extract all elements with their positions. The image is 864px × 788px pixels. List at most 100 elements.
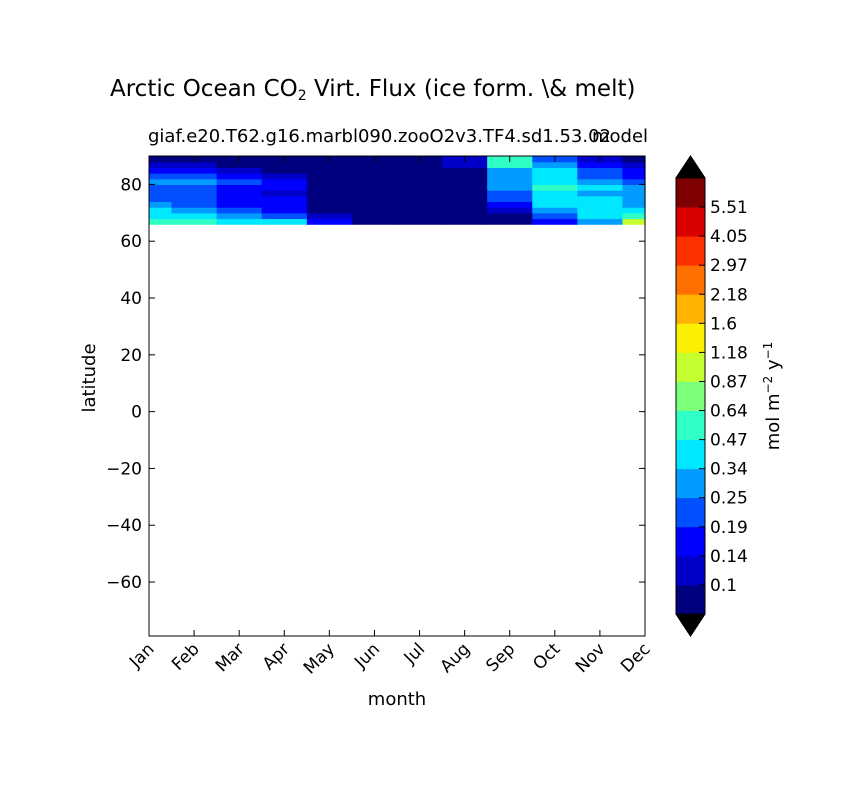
heatmap-cell [149, 167, 173, 174]
colorbar-segment [676, 555, 705, 586]
heatmap-cell [261, 161, 308, 168]
heatmap-cell [351, 161, 398, 168]
heatmap-cell [261, 167, 308, 174]
y-tick-label: 80 [120, 175, 142, 195]
heatmap-cell [442, 190, 488, 197]
heatmap-cell [351, 173, 398, 180]
heatmap-cell [306, 218, 353, 225]
x-tick-label: Mar [212, 639, 249, 676]
heatmap-cell [171, 173, 218, 180]
heatmap-cell [171, 207, 218, 214]
colorbar-extend-max [675, 155, 706, 179]
heatmap-cell [261, 184, 308, 191]
chart-subtitle-case: giaf.e20.T62.g16.marbl090.zooO2v3.TF4.sd… [148, 126, 611, 147]
heatmap-cell [149, 195, 173, 203]
y-tick-label: 0 [131, 403, 142, 423]
heatmap-cell [577, 207, 624, 214]
heatmap-cell [149, 178, 173, 186]
heatmap-cell [577, 195, 624, 203]
heatmap-cell [171, 184, 218, 191]
heatmap-cell [149, 218, 173, 225]
colorbar-tick-label: 0.1 [710, 576, 737, 596]
axes: −60 −40 −20 0 20 40 60 80 Jan Feb Mar Apr May Jun Jul A… [79, 155, 655, 710]
heatmap-cell [306, 173, 353, 180]
heatmap-cell [397, 161, 443, 168]
heatmap-cell [577, 161, 624, 168]
colorbar-tick-label: 2.97 [710, 256, 748, 276]
colorbar-segment [676, 294, 705, 324]
heatmap-cell [487, 195, 533, 203]
heatmap-cell [306, 184, 353, 191]
heatmap-cell [306, 212, 353, 220]
heatmap-cell [149, 156, 173, 163]
colorbar-segment [676, 236, 705, 266]
heatmap-cell [577, 201, 624, 208]
heatmap-cell [577, 218, 624, 225]
colorbar-segment [676, 178, 705, 208]
y-tick-label: 20 [120, 346, 142, 366]
colorbar-segment [676, 410, 705, 440]
heatmap-cell [149, 173, 173, 180]
heatmap-cell [622, 218, 646, 225]
heatmap-cell [261, 173, 308, 180]
heatmap-cell [622, 212, 646, 220]
heatmap-cell [149, 212, 173, 220]
heatmap-cell [442, 184, 488, 191]
colorbar-extend-min [675, 613, 706, 637]
heatmap-cell [442, 173, 488, 180]
heatmap-cell [577, 184, 624, 191]
heatmap-cell [532, 190, 578, 197]
heatmap-cell [171, 195, 218, 203]
heatmap-cell [532, 207, 578, 214]
heatmap-cell [397, 212, 443, 220]
colorbar-tick-label: 4.05 [710, 227, 748, 247]
colorbar-tick-label: 0.14 [710, 547, 748, 567]
heatmap-cell [442, 195, 488, 203]
heatmap-cell [487, 218, 533, 225]
heatmap-cell [577, 190, 624, 197]
heatmap-cell [397, 184, 443, 191]
heatmap-cell [532, 184, 578, 191]
heatmap-cell [306, 190, 353, 197]
heatmap-cell [261, 178, 308, 186]
x-tick-label: May [300, 639, 339, 678]
x-tick-label: Aug [437, 639, 475, 677]
heatmap-cell [351, 218, 398, 225]
heatmap-cell [351, 195, 398, 203]
heatmap-cell [577, 178, 624, 186]
colorbar-segment [676, 323, 705, 353]
heatmap-cell [216, 178, 263, 186]
x-tick-label: Apr [259, 639, 294, 674]
heatmap-cell [622, 207, 646, 214]
x-tick-label: Dec [617, 639, 654, 676]
heatmap-cell [622, 178, 646, 186]
x-axis-label: month [368, 689, 426, 710]
heatmap-cell [351, 207, 398, 214]
colorbar-segment [676, 468, 705, 499]
heatmap-cell [442, 201, 488, 208]
heatmap-cell [442, 178, 488, 186]
heatmap-cell [577, 167, 624, 174]
heatmap-cell [442, 218, 488, 225]
heatmap-cell [577, 212, 624, 220]
heatmap-cell [622, 167, 646, 174]
heatmap-cell [532, 167, 578, 174]
heatmap-cell [351, 178, 398, 186]
heatmap-cell [306, 167, 353, 174]
heatmap-cell [261, 207, 308, 214]
heatmap-cell [397, 173, 443, 180]
colorbar-tick-label: 0.64 [710, 402, 748, 422]
heatmap-cell [171, 212, 218, 220]
x-tick-label: Jul [400, 639, 429, 668]
heatmap-cell [487, 207, 533, 214]
heatmap-cell [171, 218, 218, 225]
x-tick-label: Jun [350, 639, 384, 673]
heatmap-cell [216, 201, 263, 208]
y-tick-label: 40 [120, 289, 142, 309]
heatmap-cell [261, 201, 308, 208]
heatmap-cell [487, 167, 533, 174]
heatmap-cell [442, 212, 488, 220]
heatmap-cell [532, 173, 578, 180]
heatmap-cell [487, 184, 533, 191]
